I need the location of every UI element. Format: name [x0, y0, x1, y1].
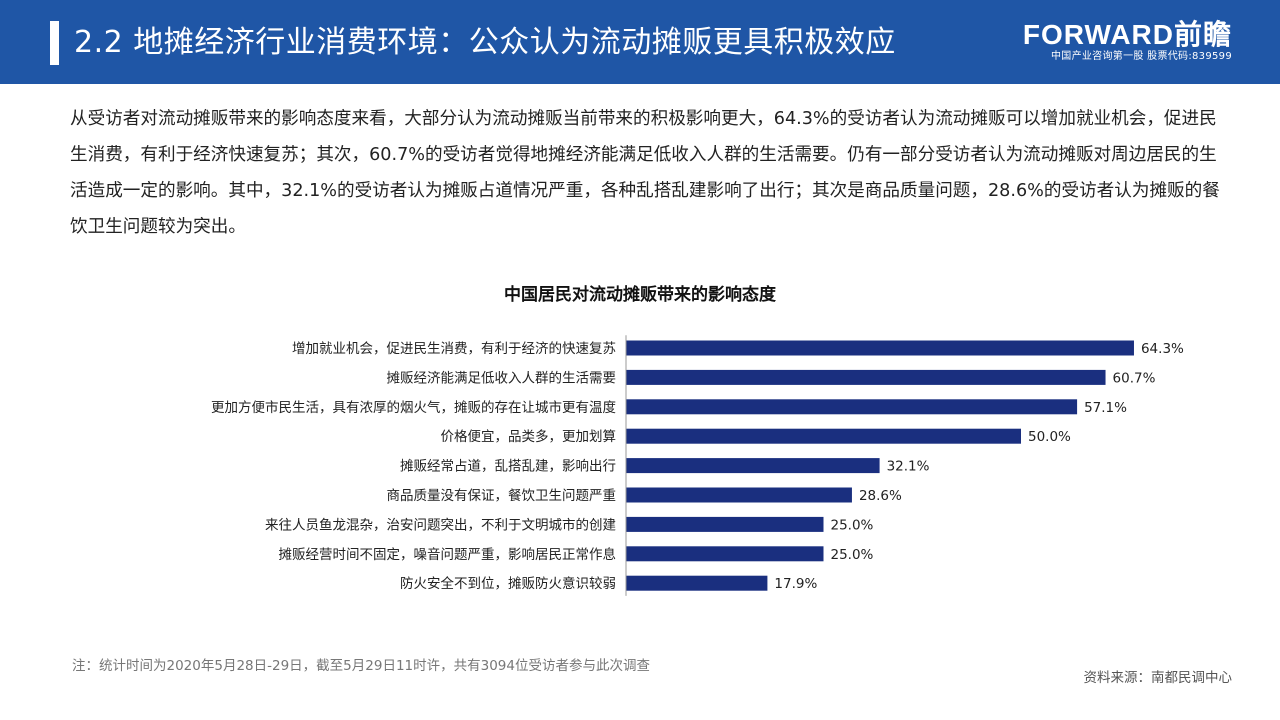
value-label: 64.3% — [1141, 341, 1184, 357]
category-label: 摊贩经常占道，乱搭乱建，影响出行 — [400, 459, 616, 475]
value-label: 50.0% — [1028, 429, 1071, 445]
intro-paragraph: 从受访者对流动摊贩带来的影响态度来看，大部分认为流动摊贩当前带来的积极影响更大，… — [70, 109, 1220, 237]
footnote: 注：统计时间为2020年5月28日-29日，截至5月29日11时许，共有3094… — [72, 658, 650, 674]
brand-logo: FORWARD前瞻 — [1022, 19, 1232, 50]
bar — [626, 399, 1078, 415]
value-label: 57.1% — [1084, 400, 1127, 416]
brand-tagline: 中国产业咨询第一股 股票代码:839599 — [1050, 51, 1232, 62]
brand: FORWARD前瞻 中国产业咨询第一股 股票代码:839599 — [1023, 20, 1232, 64]
bar — [626, 546, 824, 562]
category-label: 来往人员鱼龙混杂，治安问题突出，不利于文明城市的创建 — [265, 516, 616, 533]
bar-chart: 增加就业机会，促进民生消费，有利于经济的快速复苏 64.3% 摊贩经济能满足低收入人… — [211, 335, 1184, 596]
category-label: 摊贩经营时间不固定，噪音问题严重，影响居民正常作息 — [279, 546, 617, 563]
category-label: 摊贩经济能满足低收入人群的生活需要 — [387, 370, 617, 386]
value-label: 28.6% — [859, 488, 902, 504]
value-label: 17.9% — [774, 576, 817, 592]
header-band: 2.2 地摊经济行业消费环境：公众认为流动摊贩更具积极效应 FORWARD前瞻 … — [0, 0, 1280, 84]
bar — [626, 340, 1134, 356]
bar — [626, 575, 768, 591]
title-accent-bar — [50, 21, 59, 65]
category-label: 防火安全不到位，摊贩防火意识较弱 — [400, 575, 616, 592]
bar — [626, 487, 852, 503]
bar — [626, 428, 1021, 444]
page-title: 2.2 地摊经济行业消费环境：公众认为流动摊贩更具积极效应 — [74, 25, 896, 60]
value-label: 25.0% — [831, 517, 874, 533]
value-label: 32.1% — [887, 459, 930, 475]
source-credit: 资料来源：南都民调中心 — [1083, 670, 1233, 686]
category-label: 商品质量没有保证，餐饮卫生问题严重 — [387, 488, 617, 504]
bar — [626, 458, 880, 474]
category-label: 更加方便市民生活，具有浓厚的烟火气，摊贩的存在让城市更有温度 — [211, 399, 616, 416]
value-label: 25.0% — [831, 547, 874, 563]
value-label: 60.7% — [1113, 370, 1156, 386]
bar — [626, 516, 824, 532]
bar — [626, 369, 1106, 385]
category-label: 增加就业机会，促进民生消费，有利于经济的快速复苏 — [292, 340, 616, 357]
category-label: 价格便宜，品类多，更加划算 — [441, 428, 617, 445]
chart-title: 中国居民对流动摊贩带来的影响态度 — [504, 285, 776, 305]
